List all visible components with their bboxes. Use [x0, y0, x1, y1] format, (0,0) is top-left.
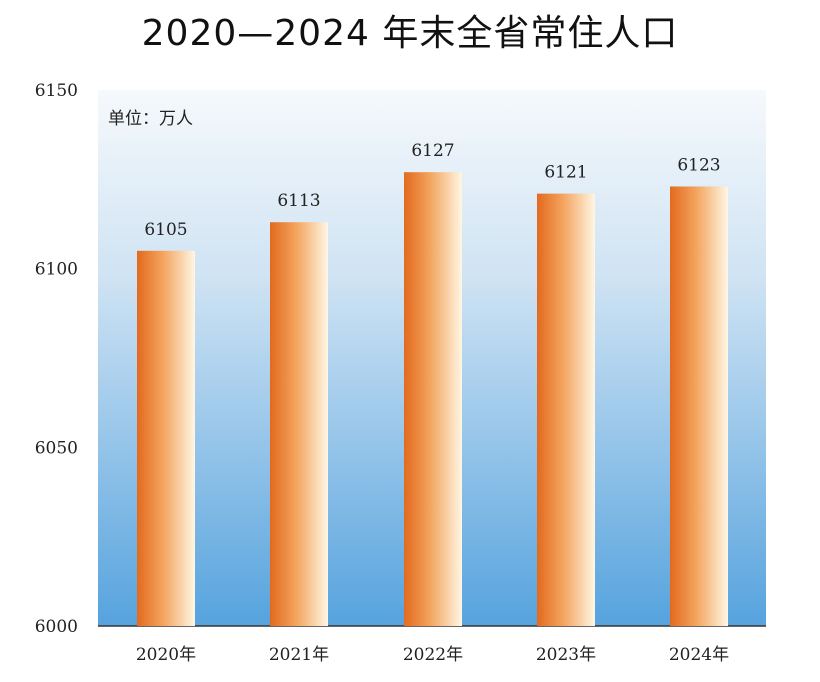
x-tick-label: 2024年	[669, 645, 729, 665]
y-tick-label: 6050	[35, 438, 78, 458]
bar	[670, 186, 728, 627]
bar-value-label: 6123	[677, 155, 720, 175]
x-tick-label: 2022年	[403, 645, 463, 665]
bar-value-label: 6121	[544, 163, 587, 183]
x-tick-label: 2023年	[536, 645, 596, 665]
y-tick-label: 6100	[35, 260, 78, 280]
bar-value-label: 6113	[277, 191, 320, 211]
bar	[404, 172, 462, 627]
unit-label: 单位：万人	[108, 109, 193, 129]
y-tick-label: 6000	[35, 617, 78, 637]
bar-value-label: 6127	[411, 141, 454, 161]
x-tick-label: 2020年	[136, 645, 196, 665]
bar	[270, 222, 328, 627]
x-tick-label: 2021年	[269, 645, 329, 665]
chart-title: 2020—2024 年末全省常住人口	[141, 13, 679, 54]
bar	[137, 250, 195, 627]
bar	[537, 193, 595, 627]
bar-value-label: 6105	[144, 220, 187, 240]
y-tick-label: 6150	[35, 81, 78, 101]
